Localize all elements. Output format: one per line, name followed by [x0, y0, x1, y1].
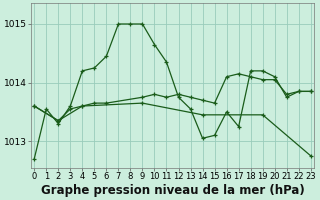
X-axis label: Graphe pression niveau de la mer (hPa): Graphe pression niveau de la mer (hPa)	[41, 184, 304, 197]
